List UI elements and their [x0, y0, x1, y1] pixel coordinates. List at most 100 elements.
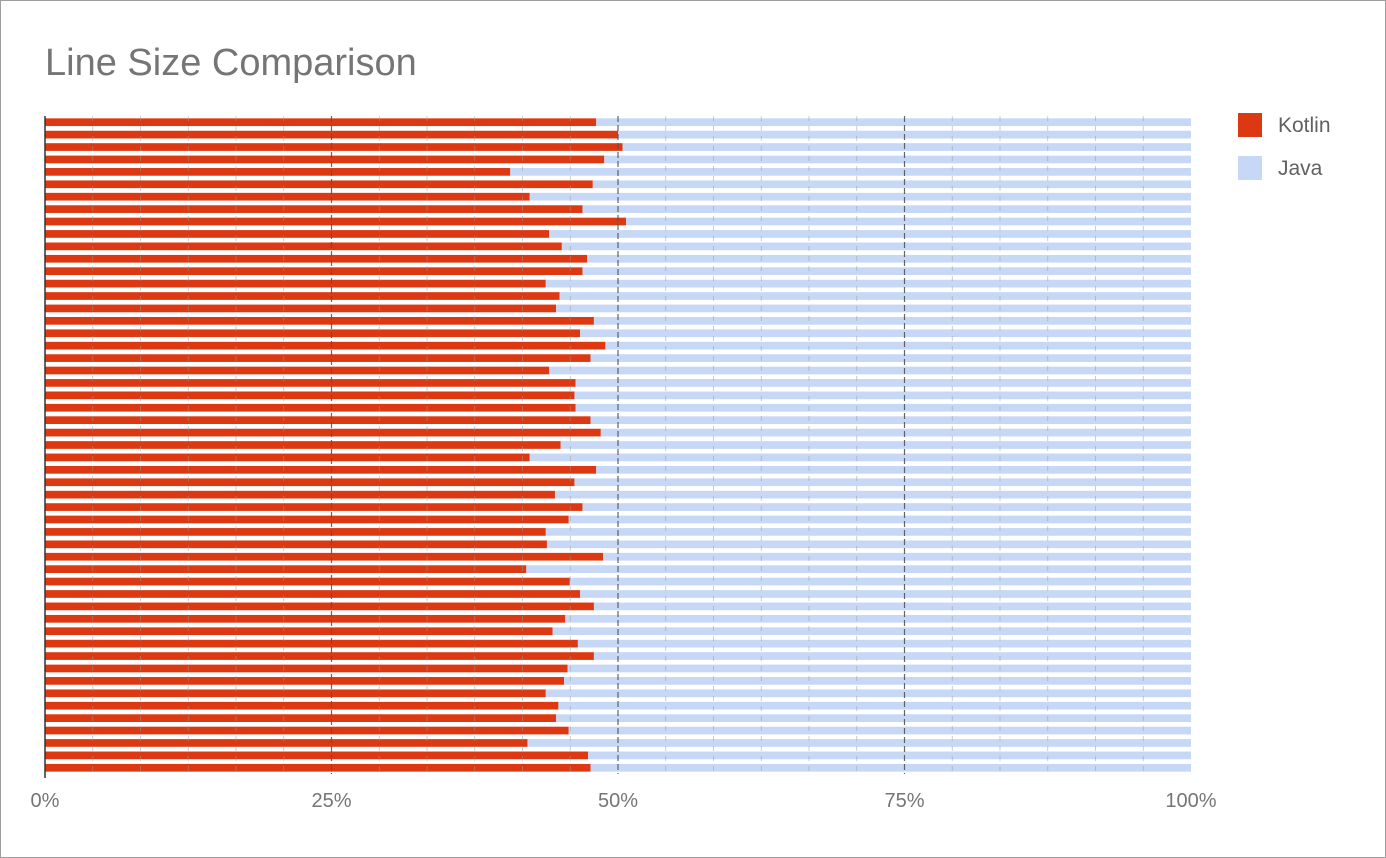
bar-java-12 [587, 254, 1191, 263]
bar-java-41 [565, 614, 1191, 623]
bar-java-49 [556, 714, 1191, 722]
bar-kotlin-41 [45, 614, 566, 623]
bar-kotlin-18 [45, 329, 581, 338]
bar-java-39 [580, 590, 1191, 598]
bar-kotlin-53 [45, 763, 591, 772]
bar-java-27 [560, 441, 1191, 449]
bar-java-36 [603, 552, 1191, 561]
bar-java-11 [561, 242, 1191, 251]
bar-java-21 [549, 366, 1191, 375]
bar-java-20 [590, 354, 1191, 362]
bar-kotlin-21 [45, 366, 550, 375]
bar-kotlin-52 [45, 751, 589, 760]
bar-java-48 [558, 701, 1191, 710]
bar-java-8 [582, 205, 1191, 213]
bar-java-43 [577, 639, 1191, 648]
bar-kotlin-42 [45, 627, 553, 636]
bar-java-31 [554, 490, 1191, 499]
bar-kotlin-29 [45, 465, 597, 474]
bar-java-9 [626, 217, 1191, 226]
bar-java-51 [527, 739, 1191, 747]
bar-kotlin-17 [45, 317, 594, 325]
bar-kotlin-33 [45, 515, 569, 524]
x-tick-label-0: 0% [31, 790, 60, 812]
bar-kotlin-32 [45, 503, 583, 511]
bar-kotlin-47 [45, 689, 546, 698]
bar-kotlin-36 [45, 552, 604, 561]
bar-java-6 [592, 180, 1191, 189]
bar-java-7 [529, 192, 1191, 201]
bar-java-32 [582, 503, 1191, 511]
bar-java-46 [564, 677, 1191, 685]
bar-java-18 [580, 329, 1191, 338]
bar-java-37 [526, 565, 1191, 573]
x-tick-label-4: 100% [1165, 790, 1216, 812]
bar-kotlin-11 [45, 242, 562, 251]
bar-java-40 [593, 602, 1191, 611]
bar-kotlin-48 [45, 701, 559, 710]
bar-java-47 [545, 689, 1191, 698]
bar-kotlin-40 [45, 602, 594, 611]
bar-kotlin-50 [45, 726, 569, 735]
bar-java-29 [596, 465, 1191, 474]
bar-kotlin-38 [45, 577, 570, 586]
bar-kotlin-43 [45, 639, 578, 648]
x-axis: 0% 25% 50% 75% 100% [31, 116, 1217, 812]
bar-java-19 [605, 341, 1191, 350]
bar-java-3 [622, 143, 1191, 151]
bar-kotlin-20 [45, 354, 591, 362]
bar-kotlin-28 [45, 453, 530, 462]
bar-kotlin-14 [45, 279, 546, 288]
x-tick-label-2: 50% [598, 790, 638, 812]
bar-kotlin-31 [45, 490, 555, 499]
bar-kotlin-15 [45, 292, 560, 300]
legend-label-kotlin: Kotlin [1278, 114, 1331, 137]
bar-java-10 [549, 230, 1191, 238]
bar-java-42 [552, 627, 1191, 636]
bar-kotlin-9 [45, 217, 627, 226]
bar-kotlin-3 [45, 143, 623, 151]
bar-kotlin-24 [45, 403, 576, 412]
bar-kotlin-49 [45, 714, 557, 722]
bar-kotlin-5 [45, 168, 511, 176]
bar-java-52 [588, 751, 1191, 760]
bar-group [45, 118, 1191, 772]
bar-kotlin-39 [45, 590, 581, 598]
bar-kotlin-34 [45, 528, 546, 536]
bar-kotlin-22 [45, 379, 576, 387]
bar-java-35 [546, 540, 1191, 549]
bar-java-16 [556, 304, 1191, 313]
bar-java-50 [568, 726, 1191, 735]
bar-java-22 [575, 379, 1191, 387]
bar-kotlin-27 [45, 441, 561, 449]
bar-kotlin-46 [45, 677, 565, 685]
bar-java-5 [510, 168, 1191, 176]
bar-kotlin-7 [45, 192, 530, 201]
bar-kotlin-8 [45, 205, 583, 213]
bar-kotlin-12 [45, 254, 588, 263]
bar-kotlin-4 [45, 155, 605, 164]
bar-java-33 [568, 515, 1191, 524]
bar-kotlin-6 [45, 180, 593, 189]
bar-kotlin-51 [45, 739, 528, 747]
legend: Kotlin Java [1238, 113, 1331, 180]
bar-java-25 [590, 416, 1191, 425]
bar-kotlin-44 [45, 652, 594, 660]
bar-java-24 [575, 403, 1191, 412]
bar-java-45 [567, 664, 1191, 673]
bar-java-1 [596, 118, 1191, 127]
gridlines [92, 116, 1144, 774]
bar-java-4 [604, 155, 1191, 164]
legend-swatch-java [1238, 156, 1262, 180]
bar-java-26 [600, 428, 1191, 437]
bar-java-14 [545, 279, 1191, 288]
bar-kotlin-23 [45, 391, 575, 400]
x-tick-label-3: 75% [884, 790, 924, 812]
bar-kotlin-25 [45, 416, 591, 425]
bar-java-17 [593, 317, 1191, 325]
bar-java-13 [582, 267, 1191, 276]
bar-java-23 [574, 391, 1191, 400]
bar-kotlin-1 [45, 118, 597, 127]
bar-java-28 [529, 453, 1191, 462]
